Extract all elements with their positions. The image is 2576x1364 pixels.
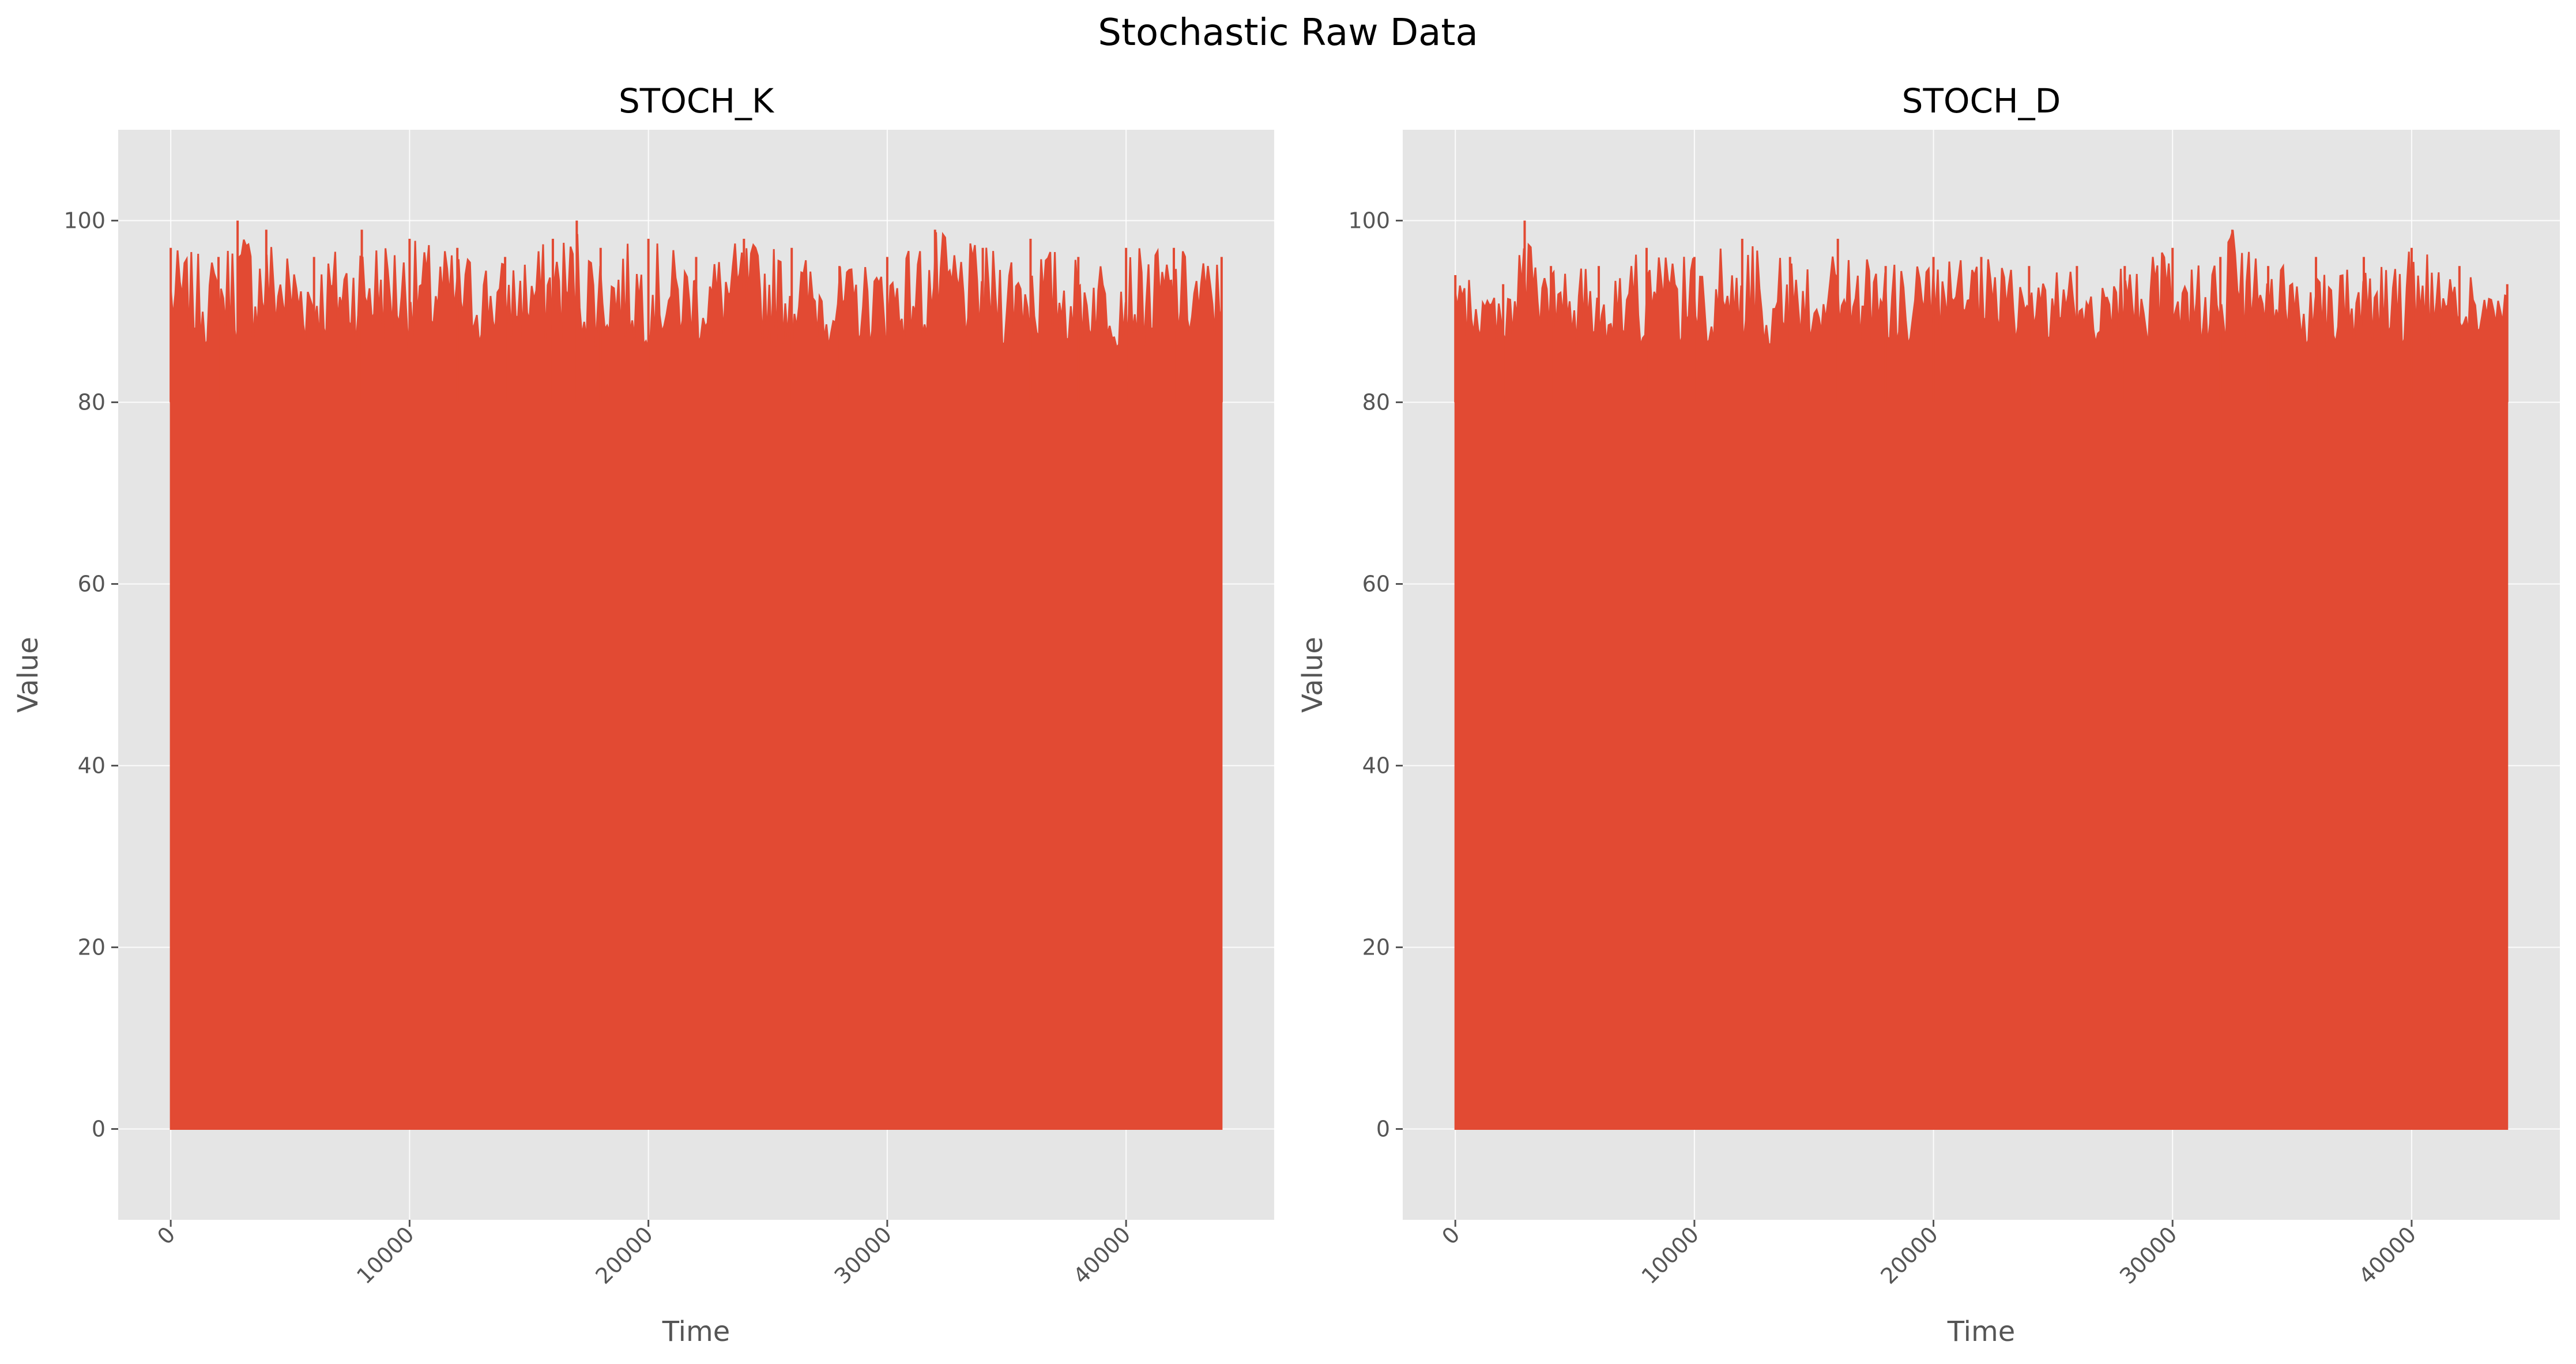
y-tick-label: 80 [1362,390,1390,415]
x-tick-label: 20000 [1875,1222,1943,1289]
y-tick-label: 80 [78,390,106,415]
y-axis-label: Value [12,637,44,713]
x-tick-label: 0 [1437,1222,1464,1249]
x-tick-label: 30000 [830,1222,897,1289]
y-tick-label: 100 [63,208,106,234]
y-tick-label: 20 [78,935,106,960]
subplot-stoch-k: 0 20 40 60 80 100 0 10000 20000 30000 40000 STOCH_K… [12,81,1274,1348]
y-tick-label: 0 [1376,1117,1390,1142]
x-tick-label: 10000 [1637,1222,1704,1289]
y-tick-label: 40 [1362,753,1390,779]
figure-title: Stochastic Raw Data [1098,12,1478,54]
subplot-title: STOCH_D [1902,81,2061,121]
x-axis-label: Time [662,1316,730,1348]
x-tick-label: 30000 [2115,1222,2182,1289]
subplot-stoch-d: 0 20 40 60 80 100 0 10000 20000 30000 40000 STOCH_D… [1297,81,2560,1348]
x-tick-label: 40000 [1068,1222,1136,1289]
y-axis-label: Value [1297,637,1329,713]
y-tick-label: 60 [78,572,106,597]
y-tick-label: 40 [78,753,106,779]
y-tick-label: 0 [92,1117,106,1142]
x-tick-label: 10000 [352,1222,419,1289]
y-tick-label: 100 [1348,208,1390,234]
subplot-title: STOCH_K [619,81,775,121]
y-tick-label: 60 [1362,572,1390,597]
x-axis-label: Time [1947,1316,2015,1348]
x-tick-label: 20000 [590,1222,658,1289]
x-tick-label: 40000 [2354,1222,2421,1289]
y-tick-label: 20 [1362,935,1390,960]
x-tick-label: 0 [152,1222,180,1249]
